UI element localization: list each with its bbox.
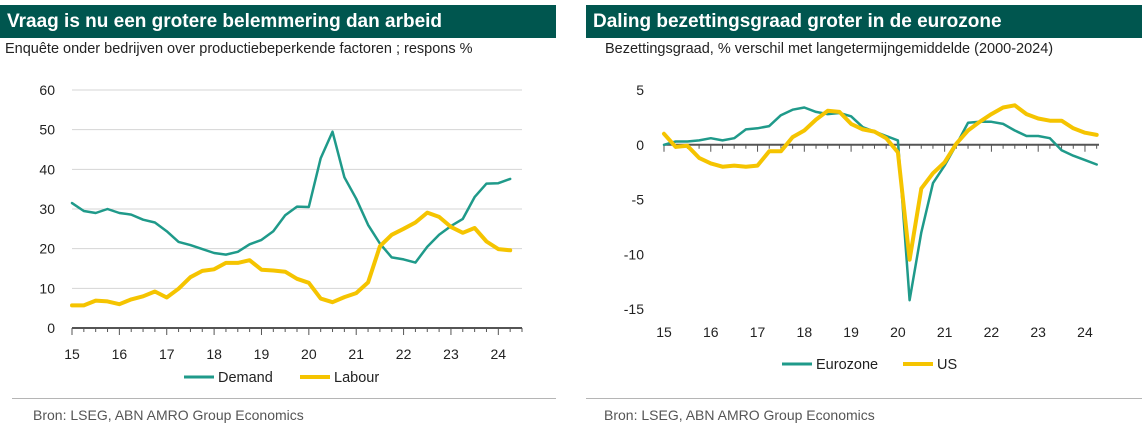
chart-subtitle: Enquête onder bedrijven over productiebe… — [5, 41, 473, 57]
x-tick-label: 18 — [206, 346, 222, 362]
legend-label: Eurozone — [816, 357, 878, 373]
x-tick-label: 24 — [1077, 324, 1093, 340]
x-tick-label: 23 — [443, 346, 459, 362]
y-tick-label: 0 — [636, 137, 644, 153]
y-tick-label: 30 — [39, 201, 55, 217]
x-tick-label: 23 — [1030, 324, 1046, 340]
chart-title: Vraag is nu een grotere belemmering dan … — [0, 5, 556, 38]
legend-label: US — [937, 357, 957, 373]
chart-source: Bron: LSEG, ABN AMRO Group Economics — [604, 407, 875, 423]
y-tick-label: 0 — [47, 320, 55, 336]
chart-plot-left: 0 10 20 30 40 50 60 15 16 17 18 19 20 21 22 23 24 Demand L… — [39, 82, 523, 386]
x-tick-label: 15 — [64, 346, 80, 362]
x-tick-label: 21 — [937, 324, 953, 340]
chart-plot-right: 5 0 -5 -10 -15 15 16 17 18 19 20 21 22 23 24 Eurozone US — [624, 82, 1099, 373]
y-tick-label: -5 — [632, 192, 645, 208]
y-tick-label: 20 — [39, 241, 55, 257]
chart-panel-left: Vraag is nu een grotere belemmering dan … — [0, 0, 559, 435]
x-tick-label: 20 — [301, 346, 317, 362]
x-tick-label: 22 — [396, 346, 412, 362]
x-tick-label: 16 — [112, 346, 128, 362]
chart-source: Bron: LSEG, ABN AMRO Group Economics — [33, 407, 304, 423]
x-tick-label: 19 — [843, 324, 859, 340]
x-tick-label: 24 — [491, 346, 507, 362]
x-tick-label: 17 — [159, 346, 175, 362]
chart-subtitle: Bezettingsgraad, % verschil met langeter… — [605, 41, 1054, 57]
series-line-demand — [70, 130, 512, 264]
y-tick-label: 60 — [39, 82, 55, 98]
x-tick-label: 20 — [890, 324, 906, 340]
x-tick-label: 19 — [254, 346, 270, 362]
x-tick-label: 16 — [703, 324, 719, 340]
x-tick-label: 21 — [348, 346, 364, 362]
y-tick-label: 50 — [39, 122, 55, 138]
series-line-labour — [70, 210, 513, 308]
legend-label: Demand — [218, 370, 273, 386]
y-tick-label: 40 — [39, 161, 55, 177]
x-tick-label: 18 — [797, 324, 813, 340]
y-tick-label: 10 — [39, 280, 55, 296]
x-tick-label: 15 — [656, 324, 672, 340]
y-tick-label: -15 — [624, 301, 644, 317]
x-tick-label: 22 — [984, 324, 1000, 340]
source-divider — [586, 398, 1142, 399]
x-tick-label: 17 — [750, 324, 766, 340]
y-tick-label: 5 — [636, 82, 644, 98]
y-tick-label: -10 — [624, 246, 644, 262]
chart-panel-right: Daling bezettingsgraad groter in de euro… — [586, 0, 1144, 435]
legend-label: Labour — [334, 370, 379, 386]
chart-title: Daling bezettingsgraad groter in de euro… — [586, 5, 1142, 38]
series-line-us — [662, 103, 1099, 262]
source-divider — [12, 398, 556, 399]
